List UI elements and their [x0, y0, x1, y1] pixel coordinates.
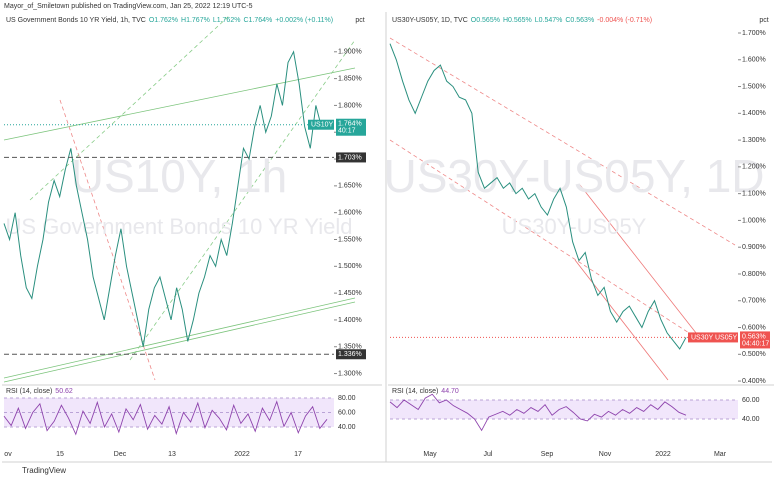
- rsi-tick-label: 40.00: [338, 424, 356, 431]
- y-tick-label: 0.400%: [742, 378, 766, 385]
- y-tick-label: 1.400%: [338, 317, 362, 324]
- rsi-line: [3, 400, 328, 436]
- trendline: [3, 297, 356, 379]
- rsi-name: RSI (14, close): [6, 388, 52, 395]
- rsi-tick-label: 40.00: [742, 416, 760, 423]
- y-tick-label: 1.300%: [742, 137, 766, 144]
- legend-title: US Government Bonds 10 YR Yield, 1h, TVC: [6, 17, 146, 24]
- y-tick-label: 1.550%: [338, 236, 362, 243]
- decor: [3, 14, 736, 383]
- rsi-band: [390, 399, 738, 419]
- x-tick-label: Sep: [541, 451, 554, 458]
- ohlc: H1.767%: [181, 17, 210, 24]
- rsi-line: [389, 393, 687, 432]
- trendline: [3, 67, 356, 141]
- y-tick-label: 1.300%: [338, 370, 362, 377]
- y-tick-label: 1.400%: [742, 110, 766, 117]
- level-box: [336, 349, 366, 360]
- ohlc: +0.002% (+0.11%): [275, 17, 333, 24]
- x-tick-label: 15: [56, 451, 64, 458]
- ohlc: L1.762%: [213, 17, 241, 24]
- channel: [574, 259, 669, 381]
- rsi-value: 44.70: [441, 388, 459, 395]
- trendline: [3, 301, 356, 383]
- symbol-tag: [308, 119, 334, 130]
- last-box: [740, 331, 770, 349]
- countdown: 04:40:17: [742, 340, 769, 347]
- y-tick-label: 1.200%: [742, 164, 766, 171]
- y-tick-label: 1.850%: [338, 75, 362, 82]
- level-box: [336, 152, 366, 163]
- y-tick-label: 1.500%: [742, 83, 766, 90]
- ohlc: O0.565%: [471, 17, 500, 24]
- y-tick-label: 0.900%: [742, 244, 766, 251]
- unit: pct: [355, 17, 364, 24]
- y-tick-label: 1.000%: [742, 217, 766, 224]
- level-label: 1.336%: [338, 351, 362, 358]
- y-tick-label: 1.600%: [338, 210, 362, 217]
- x-tick-label: Jul: [484, 451, 493, 458]
- trendline: [389, 139, 701, 341]
- watermark: US10Y, 1h: [71, 150, 288, 202]
- ohlc: C1.764%: [243, 17, 272, 24]
- ohlc: L0.547%: [535, 17, 563, 24]
- x-tick-label: Dec: [114, 451, 127, 458]
- x-tick-label: Nov: [599, 451, 612, 458]
- y-tick-label: 0.800%: [742, 271, 766, 278]
- y-tick-label: 1.900%: [338, 49, 362, 56]
- price-line: [389, 43, 687, 350]
- y-tick-label: 0.600%: [742, 324, 766, 331]
- price-line: [3, 50, 328, 347]
- channel: [579, 184, 701, 339]
- y-tick-label: 1.600%: [742, 57, 766, 64]
- rsi-tick-label: 60.00: [338, 409, 356, 416]
- level-label: 1.703%: [338, 154, 362, 161]
- unit: pct: [759, 17, 768, 24]
- y-tick-label: 1.800%: [338, 102, 362, 109]
- symbol-label: US30Y US05Y: [691, 334, 738, 341]
- x-tick-label: Mar: [714, 451, 727, 458]
- y-tick-label: 1.650%: [338, 183, 362, 190]
- rsi-legend: RSI (14, close) 44.70: [392, 388, 459, 395]
- rsi-name: RSI (14, close): [392, 388, 438, 395]
- legend: US30Y-US05Y, 1D, TVC O0.565% H0.565% L0.547…: [392, 17, 652, 24]
- trendline: [29, 14, 231, 201]
- x-tick-label: 17: [294, 451, 302, 458]
- x-tick-label: 13: [168, 451, 176, 458]
- symbol-label: US10Y: [311, 122, 334, 129]
- y-tick-label: 0.700%: [742, 298, 766, 305]
- countdown: 40:17: [338, 128, 356, 135]
- watermark: US30Y-US05Y, 1D: [383, 150, 764, 202]
- last-label: 1.764%: [338, 121, 362, 128]
- symbol-tag: [688, 332, 738, 343]
- footer-logo: TradingView: [22, 466, 66, 475]
- y-tick-label: 1.100%: [742, 190, 766, 197]
- rsi-tick-label: 80.00: [338, 395, 356, 402]
- ohlc: H0.565%: [503, 17, 532, 24]
- ohlc: C0.563%: [565, 17, 594, 24]
- y-tick-label: 0.500%: [742, 351, 766, 358]
- legend: US Government Bonds 10 YR Yield, 1h, TVC…: [6, 17, 333, 24]
- legend-title: US30Y-US05Y, 1D, TVC: [392, 17, 468, 24]
- x-tick-label: ov: [4, 451, 12, 458]
- y-tick-label: 1.450%: [338, 290, 362, 297]
- y-tick-label: 1.700%: [742, 30, 766, 37]
- last-box: [336, 118, 366, 136]
- watermark-sub: US30Y-US05Y: [502, 214, 647, 239]
- trendline: [59, 99, 156, 381]
- y-tick-label: 1.500%: [338, 263, 362, 270]
- last-label: 0.563%: [742, 333, 766, 340]
- y-tick-label: 1.350%: [338, 344, 362, 351]
- rsi-tick-label: 60.00: [742, 397, 760, 404]
- ohlc: O1.762%: [149, 17, 178, 24]
- x-tick-label: 2022: [655, 451, 671, 458]
- x-tick-label: 2022: [234, 451, 250, 458]
- ohlc: -0.004% (-0.71%): [597, 17, 652, 24]
- x-tick-label: May: [423, 451, 437, 458]
- rsi-value: 50.62: [55, 388, 73, 395]
- header: Mayor_of_Smiletown published on TradingV…: [4, 3, 253, 10]
- watermark-sub: US Government Bonds 10 YR Yield: [6, 214, 353, 239]
- rsi-legend: RSI (14, close) 50.62: [6, 388, 73, 395]
